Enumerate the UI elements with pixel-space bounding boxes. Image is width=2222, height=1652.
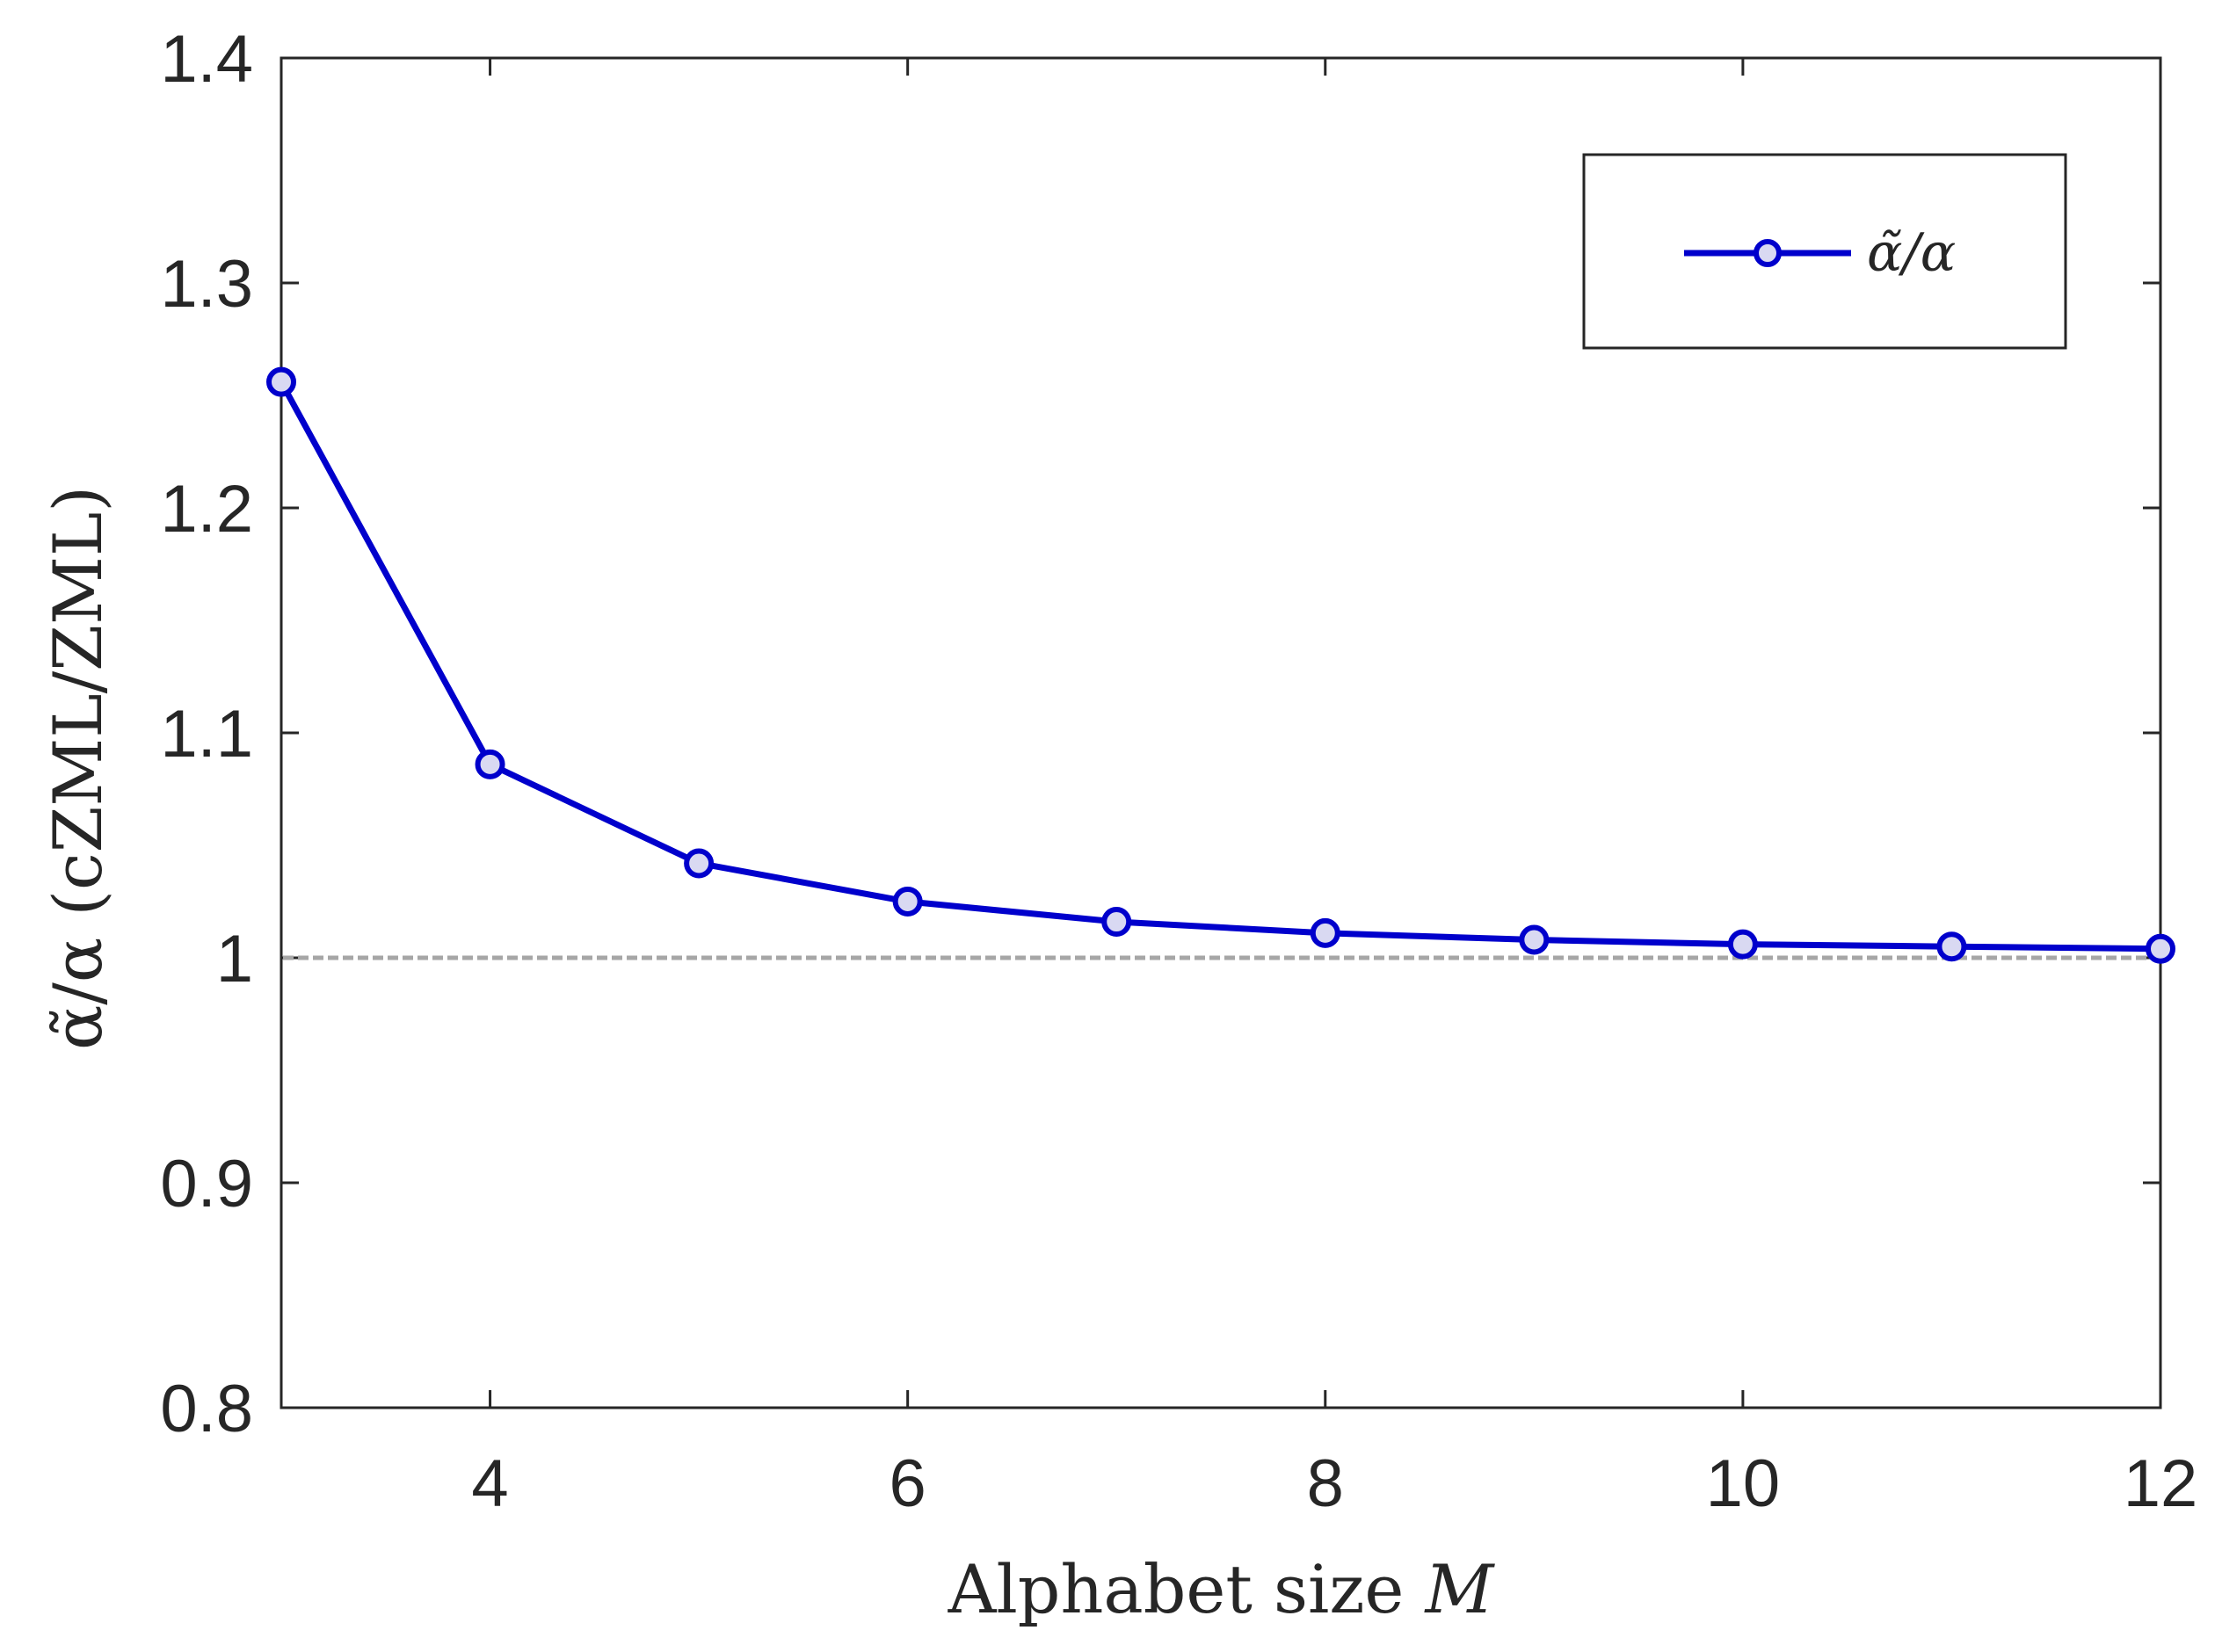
- data-point: [2146, 933, 2175, 964]
- series-markers: [266, 366, 2175, 964]
- x-axis-title: Alphabet size M: [948, 1550, 1496, 1628]
- y-tick-label: 1.2: [160, 472, 253, 547]
- data-point: [892, 887, 923, 917]
- x-tick-label: 12: [2124, 1446, 2198, 1521]
- y-axis-title: α̃/α (cZML/ZML): [39, 486, 117, 1050]
- data-point: [475, 749, 505, 779]
- x-axis-title-variable: M: [1424, 1550, 1496, 1628]
- legend-marker-sample: [1754, 239, 1782, 267]
- y-tick-label: 1: [216, 922, 253, 996]
- x-tick-label: 4: [471, 1446, 508, 1521]
- data-point: [684, 848, 715, 879]
- y-axis: 0.8 0.9 1 1.1 1.2 1.3 1.4: [160, 22, 2160, 1446]
- y-tick-label: 1.3: [160, 247, 253, 322]
- x-tick-label: 8: [1307, 1446, 1344, 1521]
- series-line: [278, 380, 2161, 953]
- x-tick-label: 10: [1706, 1446, 1781, 1521]
- data-point: [1101, 907, 1132, 938]
- data-point: [1310, 917, 1340, 948]
- y-tick-label: 1.4: [160, 22, 253, 97]
- x-axis-title-text: Alphabet size: [948, 1550, 1405, 1628]
- y-tick-label: 0.9: [160, 1147, 253, 1221]
- x-tick-label: 6: [890, 1446, 926, 1521]
- data-point: [1727, 929, 1758, 960]
- x-axis: 4 6 8 10 12: [471, 58, 2197, 1521]
- y-tick-label: 0.8: [160, 1372, 253, 1446]
- data-point: [266, 366, 296, 397]
- y-tick-label: 1.1: [160, 697, 253, 772]
- data-point: [1936, 931, 1967, 962]
- legend-label: α̃/α: [1867, 222, 1956, 284]
- legend: α̃/α: [1582, 153, 2067, 350]
- data-point: [1519, 924, 1550, 955]
